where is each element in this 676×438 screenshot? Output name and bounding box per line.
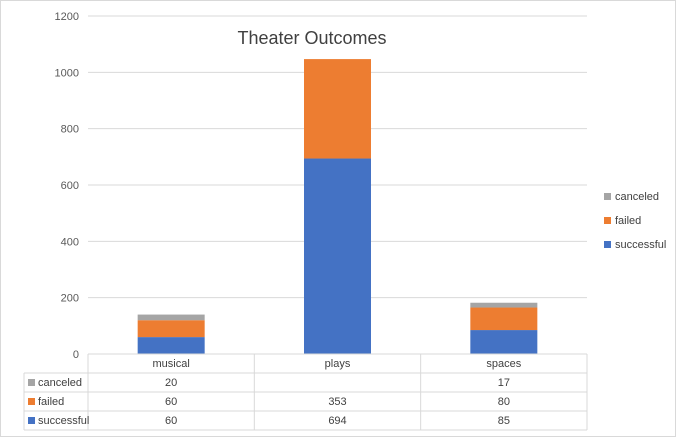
y-tick-label: 400: [61, 236, 79, 248]
legend-label-successful: successful: [615, 239, 666, 251]
bar-successful-musical: [137, 337, 205, 354]
legend-label-canceled: canceled: [615, 191, 659, 203]
y-tick-label: 800: [61, 124, 79, 136]
bar-successful-plays: [304, 158, 371, 354]
table-row-label-canceled: canceled: [38, 377, 82, 389]
bar-failed-plays: [304, 59, 371, 159]
table-swatch-canceled: [28, 379, 35, 386]
legend-swatch-canceled: [604, 193, 611, 200]
table-cell-successful-musical: 60: [165, 415, 177, 427]
bar-failed-musical: [137, 320, 205, 338]
y-tick-label: 200: [61, 293, 79, 305]
legend-label-failed: failed: [615, 215, 641, 227]
table-row-label-failed: failed: [38, 396, 64, 408]
bars: [137, 59, 538, 354]
category-label-musical: musical: [153, 358, 190, 370]
category-label-plays: plays: [325, 358, 351, 370]
table-cell-successful-spaces: 85: [498, 415, 510, 427]
table-row-label-successful: successful: [38, 415, 89, 427]
bar-canceled-musical: [137, 314, 205, 321]
table-cell-failed-plays: 353: [328, 396, 346, 408]
bar-failed-spaces: [470, 307, 538, 331]
y-tick-label: 1200: [55, 11, 79, 23]
table-cell-canceled-musical: 20: [165, 377, 177, 389]
y-axis-ticks: 0 200 400 600 800 1000 1200: [55, 11, 79, 361]
table-swatch-failed: [28, 398, 35, 405]
table-cell-successful-plays: 694: [328, 415, 346, 427]
bar-successful-spaces: [470, 330, 538, 354]
table-swatch-successful: [28, 417, 35, 424]
legend: canceled failed successful: [604, 191, 666, 251]
table-cell-canceled-spaces: 17: [498, 377, 510, 389]
category-label-spaces: spaces: [486, 358, 521, 370]
chart-title: Theater Outcomes: [237, 28, 386, 48]
legend-swatch-successful: [604, 241, 611, 248]
bar-canceled-spaces: [470, 302, 538, 308]
y-tick-label: 0: [73, 349, 79, 361]
y-tick-label: 600: [61, 180, 79, 192]
table-cell-failed-musical: 60: [165, 396, 177, 408]
y-tick-label: 1000: [55, 67, 79, 79]
legend-swatch-failed: [604, 217, 611, 224]
data-table: musical plays spaces canceled 20 17 failed 60 35…: [23, 353, 588, 431]
table-cell-failed-spaces: 80: [498, 396, 510, 408]
